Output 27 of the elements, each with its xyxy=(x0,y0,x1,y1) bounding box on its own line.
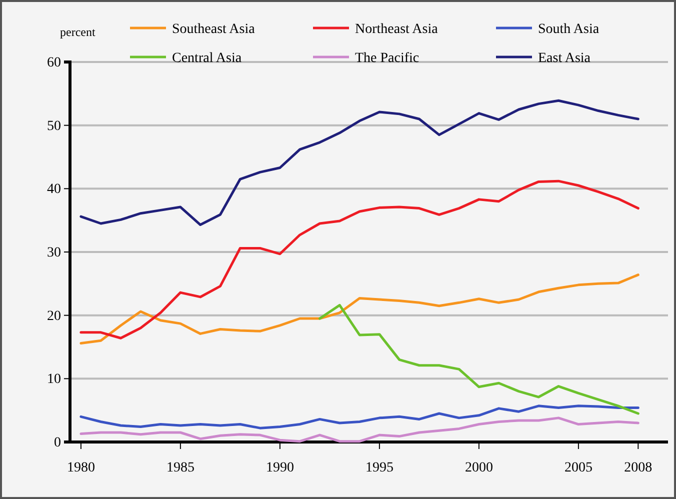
x-tick-label: 1985 xyxy=(166,460,194,476)
legend-label: South Asia xyxy=(538,22,600,37)
y-tick-label: 60 xyxy=(47,55,61,70)
x-tick-label: 1990 xyxy=(266,460,294,476)
y-tick-label: 30 xyxy=(47,245,61,260)
line-series xyxy=(80,180,640,340)
legend-label: East Asia xyxy=(538,51,592,66)
x-tick-label: 1995 xyxy=(365,460,394,476)
y-tick-label: 20 xyxy=(47,308,61,324)
legend-label: Southeast Asia xyxy=(172,22,256,37)
y-tick-label: 0 xyxy=(54,435,61,450)
legend-label: Northeast Asia xyxy=(355,22,439,37)
x-tick-label: 2008 xyxy=(624,460,652,476)
x-tick-label: 1980 xyxy=(66,460,95,476)
y-tick-label: 40 xyxy=(47,182,61,198)
y-tick-label: 10 xyxy=(47,372,61,388)
legend-label: The Pacific xyxy=(355,51,420,66)
x-tick-label: 2005 xyxy=(564,460,592,476)
line-series xyxy=(318,304,640,415)
line-series xyxy=(80,99,640,226)
line-series xyxy=(80,274,640,344)
line-series xyxy=(80,416,640,443)
y-axis-title: percent xyxy=(60,25,96,39)
y-tick-label: 50 xyxy=(47,118,61,134)
line-series xyxy=(80,404,640,430)
legend-label: Central Asia xyxy=(172,51,242,66)
x-tick-label: 2000 xyxy=(464,460,493,476)
